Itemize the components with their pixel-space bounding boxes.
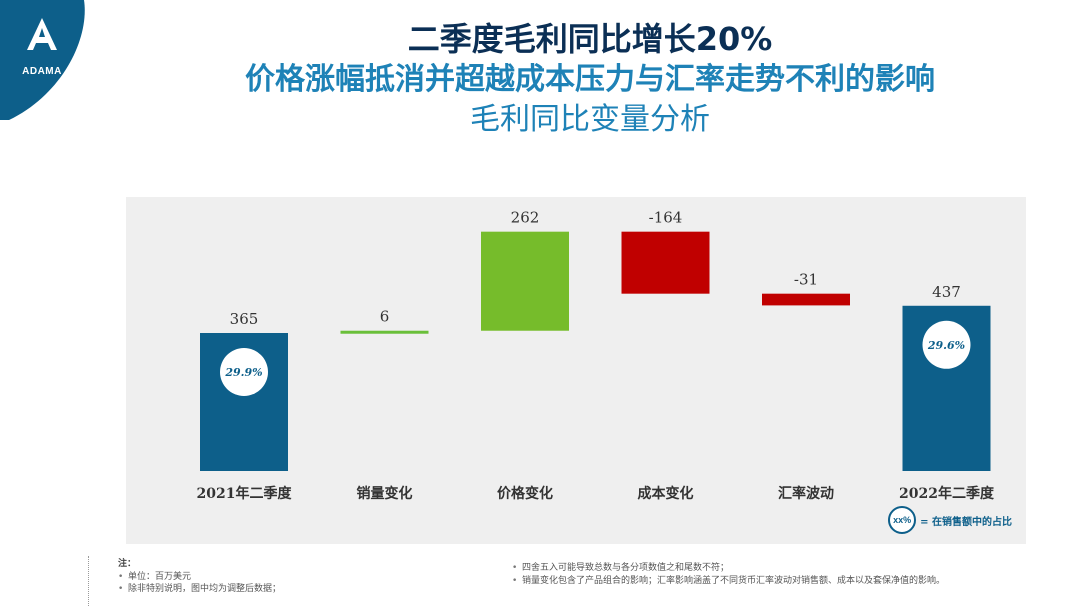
- bar: [621, 231, 710, 294]
- waterfall-chart: 365 2021年二季度 6 销量变化 262 价格变化 -164 成本变化 -31 汇率波动 43…: [197, 209, 995, 502]
- bar: [762, 293, 850, 306]
- data-label: 365: [230, 310, 259, 328]
- brand-name: ADAMA: [22, 66, 62, 77]
- data-label: -164: [649, 209, 683, 227]
- logo-shape: [0, 0, 85, 124]
- data-label: 437: [932, 283, 961, 301]
- margin-badge-label: 29.9%: [224, 366, 262, 379]
- category-label: 价格变化: [497, 485, 553, 502]
- slide-title: 二季度毛利同比增长20% 价格涨幅抵消并超越成本压力与汇率走势不利的影响 毛利同…: [100, 18, 1080, 140]
- bar: [481, 231, 569, 331]
- note-item: 四舍五入可能导致总数与各分项数值之和尾数不符；: [512, 562, 1042, 575]
- category-label: 汇率波动: [778, 485, 834, 502]
- title-headline: 二季度毛利同比增长20%: [407, 20, 773, 58]
- category-label: 2021年二季度: [197, 485, 293, 502]
- category-label: 2022年二季度: [899, 485, 995, 502]
- category-label: 销量变化: [357, 485, 413, 502]
- note-item: 除非特别说明，图中均为调整后数据；: [118, 583, 498, 596]
- notes-heading: 注：: [118, 559, 137, 569]
- note-item: 销量变化包含了产品组合的影响；汇率影响涵盖了不同货币汇率波动对销售额、成本以及套…: [512, 575, 1042, 588]
- note-item: 单位：百万美元: [118, 571, 498, 584]
- notes-divider: [88, 556, 89, 606]
- chart-legend: xx% = 在销售额中的占比: [888, 506, 1012, 534]
- margin-badge: [922, 320, 971, 369]
- bar: [340, 330, 429, 334]
- legend-text: = 在销售额中的占比: [920, 516, 1012, 528]
- margin-badge-label: 29.6%: [927, 339, 965, 352]
- brand-logo: ADAMA: [0, 0, 100, 124]
- title-caption: 毛利同比变量分析: [470, 102, 710, 137]
- data-label: 262: [511, 209, 540, 227]
- title-subheadline: 价格涨幅抵消并超越成本压力与汇率走势不利的影响: [245, 62, 935, 97]
- category-label: 成本变化: [638, 485, 694, 502]
- waterfall-chart-panel: 365 2021年二季度 6 销量变化 262 价格变化 -164 成本变化 -31 汇率波动 43…: [126, 197, 1026, 544]
- notes-left: 注： 单位：百万美元 除非特别说明，图中均为调整后数据；: [118, 558, 498, 596]
- logo-mark-icon: [27, 18, 57, 50]
- data-label: -31: [794, 271, 818, 289]
- data-label: 6: [380, 308, 390, 326]
- notes-right: 四舍五入可能导致总数与各分项数值之和尾数不符； 销量变化包含了产品组合的影响；汇…: [512, 562, 1042, 587]
- legend-marker: xx%: [888, 506, 917, 534]
- margin-badge: [220, 348, 268, 396]
